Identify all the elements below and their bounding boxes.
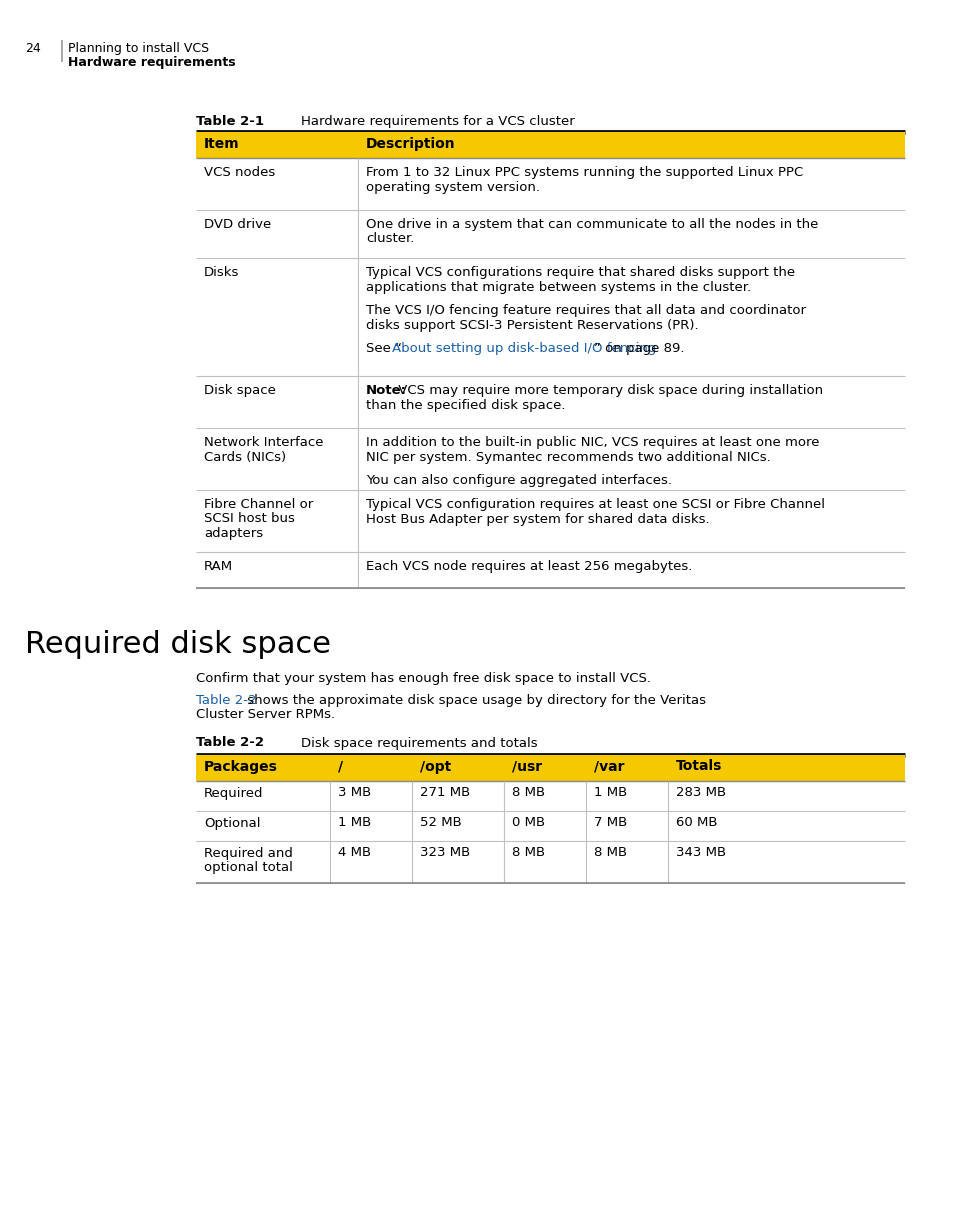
Text: 24: 24 bbox=[25, 42, 41, 55]
Text: 271 MB: 271 MB bbox=[419, 787, 470, 800]
Text: Item: Item bbox=[204, 137, 239, 151]
Text: 343 MB: 343 MB bbox=[676, 847, 725, 859]
Text: /: / bbox=[337, 760, 343, 773]
Text: shows the approximate disk space usage by directory for the Veritas: shows the approximate disk space usage b… bbox=[242, 694, 705, 707]
Text: applications that migrate between systems in the cluster.: applications that migrate between system… bbox=[366, 281, 750, 293]
Text: Hardware requirements: Hardware requirements bbox=[68, 56, 235, 69]
Text: 283 MB: 283 MB bbox=[676, 787, 725, 800]
Text: Each VCS node requires at least 256 megabytes.: Each VCS node requires at least 256 mega… bbox=[366, 560, 692, 573]
Text: 3 MB: 3 MB bbox=[337, 787, 371, 800]
Text: Cluster Server RPMs.: Cluster Server RPMs. bbox=[195, 708, 335, 721]
Text: DVD drive: DVD drive bbox=[204, 218, 271, 231]
Bar bbox=[195, 133, 904, 158]
Text: Confirm that your system has enough free disk space to install VCS.: Confirm that your system has enough free… bbox=[195, 672, 650, 685]
Text: NIC per system. Symantec recommends two additional NICs.: NIC per system. Symantec recommends two … bbox=[366, 450, 770, 464]
Bar bbox=[195, 755, 904, 780]
Text: 1 MB: 1 MB bbox=[337, 816, 371, 829]
Text: than the specified disk space.: than the specified disk space. bbox=[366, 399, 565, 411]
Text: Table 2-1: Table 2-1 bbox=[195, 115, 264, 128]
Text: Table 2-2: Table 2-2 bbox=[195, 694, 256, 707]
Text: Typical VCS configurations require that shared disks support the: Typical VCS configurations require that … bbox=[366, 266, 794, 279]
Text: Packages: Packages bbox=[204, 760, 277, 773]
Text: Fibre Channel or: Fibre Channel or bbox=[204, 498, 313, 510]
Text: Disk space requirements and totals: Disk space requirements and totals bbox=[301, 736, 537, 750]
Text: cluster.: cluster. bbox=[366, 232, 414, 245]
Text: 8 MB: 8 MB bbox=[512, 787, 544, 800]
Text: In addition to the built-in public NIC, VCS requires at least one more: In addition to the built-in public NIC, … bbox=[366, 436, 819, 449]
Text: operating system version.: operating system version. bbox=[366, 180, 539, 194]
Text: 0 MB: 0 MB bbox=[512, 816, 544, 829]
Text: Disks: Disks bbox=[204, 266, 239, 279]
Text: See “: See “ bbox=[366, 342, 401, 355]
Text: Table 2-2: Table 2-2 bbox=[195, 736, 264, 750]
Text: About setting up disk-based I/O fencing: About setting up disk-based I/O fencing bbox=[392, 342, 656, 355]
Text: Network Interface: Network Interface bbox=[204, 436, 323, 449]
Text: Cards (NICs): Cards (NICs) bbox=[204, 450, 286, 464]
Text: /var: /var bbox=[594, 760, 624, 773]
Text: Typical VCS configuration requires at least one SCSI or Fibre Channel: Typical VCS configuration requires at le… bbox=[366, 498, 824, 510]
Text: SCSI host bus: SCSI host bus bbox=[204, 513, 294, 525]
Text: Description: Description bbox=[366, 137, 456, 151]
Text: Disk space: Disk space bbox=[204, 384, 275, 398]
Text: ” on page 89.: ” on page 89. bbox=[593, 342, 683, 355]
Text: From 1 to 32 Linux PPC systems running the supported Linux PPC: From 1 to 32 Linux PPC systems running t… bbox=[366, 166, 802, 179]
Text: optional total: optional total bbox=[204, 861, 293, 874]
Text: 4 MB: 4 MB bbox=[337, 847, 371, 859]
Text: VCS nodes: VCS nodes bbox=[204, 166, 275, 179]
Text: Required: Required bbox=[204, 787, 263, 800]
Text: Note:: Note: bbox=[366, 384, 407, 398]
Text: 8 MB: 8 MB bbox=[512, 847, 544, 859]
Text: You can also configure aggregated interfaces.: You can also configure aggregated interf… bbox=[366, 474, 671, 487]
Text: /opt: /opt bbox=[419, 760, 451, 773]
Text: Optional: Optional bbox=[204, 816, 260, 829]
Text: Planning to install VCS: Planning to install VCS bbox=[68, 42, 209, 55]
Text: disks support SCSI-3 Persistent Reservations (PR).: disks support SCSI-3 Persistent Reservat… bbox=[366, 319, 698, 331]
Text: Hardware requirements for a VCS cluster: Hardware requirements for a VCS cluster bbox=[301, 115, 574, 128]
Text: VCS may require more temporary disk space during installation: VCS may require more temporary disk spac… bbox=[395, 384, 822, 398]
Text: One drive in a system that can communicate to all the nodes in the: One drive in a system that can communica… bbox=[366, 218, 818, 231]
Text: Required disk space: Required disk space bbox=[25, 629, 331, 659]
Text: /usr: /usr bbox=[512, 760, 541, 773]
Text: Host Bus Adapter per system for shared data disks.: Host Bus Adapter per system for shared d… bbox=[366, 513, 709, 525]
Text: 52 MB: 52 MB bbox=[419, 816, 461, 829]
Text: The VCS I/O fencing feature requires that all data and coordinator: The VCS I/O fencing feature requires tha… bbox=[366, 304, 805, 317]
Text: 60 MB: 60 MB bbox=[676, 816, 717, 829]
Text: Totals: Totals bbox=[676, 760, 721, 773]
Text: 1 MB: 1 MB bbox=[594, 787, 626, 800]
Text: RAM: RAM bbox=[204, 560, 233, 573]
Text: adapters: adapters bbox=[204, 528, 263, 540]
Text: Required and: Required and bbox=[204, 847, 293, 859]
Text: 7 MB: 7 MB bbox=[594, 816, 626, 829]
Text: 8 MB: 8 MB bbox=[594, 847, 626, 859]
Text: 323 MB: 323 MB bbox=[419, 847, 470, 859]
